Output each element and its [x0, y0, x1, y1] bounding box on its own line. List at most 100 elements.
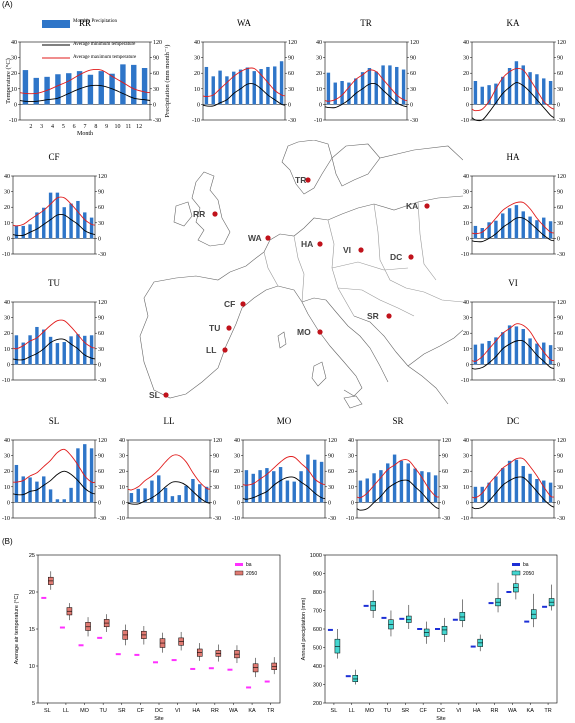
temp-tick-label: 40 — [463, 438, 469, 444]
precip-bar — [507, 460, 512, 503]
tmax-line — [202, 67, 286, 98]
site-label: VI — [343, 245, 351, 255]
precip-tick-label: 90 — [98, 316, 104, 322]
precip-bar — [259, 69, 263, 105]
precip-bar — [521, 211, 525, 239]
temp-tick-label: 20 — [316, 71, 322, 77]
temp-tick-label: -10 — [346, 516, 354, 522]
precip-bar — [420, 471, 424, 503]
precip-bar — [42, 329, 46, 365]
precip-bar — [14, 335, 19, 365]
precip-bar — [487, 85, 491, 105]
site-dot — [317, 329, 323, 335]
precip-tick-label: -30 — [557, 252, 565, 258]
x-tick-label: SL — [331, 708, 338, 714]
map-site-tu: TU — [209, 323, 232, 333]
precip-bar — [299, 471, 303, 503]
precip-bar — [494, 220, 498, 239]
temp-tick-label: -10 — [461, 516, 469, 522]
precip-tick-label: 60 — [442, 469, 448, 475]
box-iqr — [252, 663, 259, 673]
temp-tick-label: -10 — [2, 516, 10, 522]
temp-tick-label: 20 — [463, 331, 469, 337]
climate-chart-mo: MO -10 0 10 20 30 40 -30 0 30 60 90 120 — [232, 416, 337, 522]
x-tick-label: HA — [192, 708, 200, 714]
precip-bar — [386, 463, 390, 503]
temp-tick-label: 0 — [14, 102, 17, 108]
temp-tick-label: 0 — [466, 236, 469, 242]
temp-tick-label: 20 — [4, 331, 10, 337]
temp-tick-label: 40 — [234, 438, 240, 444]
precip-tick-label: 120 — [288, 40, 297, 46]
precip-bar — [251, 473, 255, 503]
temp-tick-label: 20 — [463, 469, 469, 475]
precip-bar — [265, 468, 269, 503]
precip-bar — [487, 482, 491, 503]
precip-bar — [157, 475, 161, 503]
precip-tick-label: 120 — [557, 300, 566, 306]
precip-bar — [354, 78, 358, 105]
tmin-line — [202, 83, 286, 107]
site-label: HA — [301, 239, 313, 249]
precip-tick-label: 60 — [153, 71, 159, 77]
precip-bar — [55, 192, 60, 239]
temp-tick-label: 30 — [4, 454, 10, 460]
precip-bar — [535, 343, 539, 365]
precip-bar — [372, 473, 376, 503]
site-dot — [358, 247, 364, 253]
temp-tick-label: 40 — [4, 300, 10, 306]
box-iqr — [441, 625, 448, 635]
site-dot — [240, 301, 246, 307]
precip-bar — [340, 81, 344, 105]
precip-bar — [521, 65, 525, 105]
temp-tick-label: 20 — [4, 205, 10, 211]
precip-bar — [528, 338, 532, 365]
tmax-line — [19, 68, 151, 95]
precip-tick-label: 0 — [213, 500, 216, 506]
precip-tick-label: 60 — [557, 469, 563, 475]
temp-tick-label: 40 — [119, 438, 125, 444]
chart-frame — [12, 439, 96, 519]
precip-tick-label: 90 — [557, 190, 563, 196]
temp-tick-label: 20 — [119, 469, 125, 475]
temp-tick-label: 10 — [463, 347, 469, 353]
climate-chart-rr: RR -10 0 10 20 30 40 -30 0 30 60 90 120 2 3 4 5 6 7 8 9 10 11 1… — [5, 18, 171, 137]
precip-bar — [406, 463, 410, 503]
x-tick-label: TR — [544, 708, 551, 714]
site-dot — [212, 211, 218, 217]
precip-tick-label: 90 — [410, 56, 416, 62]
precip-bar — [129, 493, 134, 503]
legend-2050-swatch — [234, 570, 244, 576]
precip-tick-label: 120 — [442, 438, 451, 444]
precip-tick-label: 30 — [442, 485, 448, 491]
precip-bar — [292, 481, 296, 503]
month-axis-label: Month — [77, 131, 93, 137]
precip-bar — [244, 470, 249, 503]
y-tick-label: 700 — [313, 609, 322, 615]
temp-tick-label: 40 — [463, 40, 469, 46]
climate-chart-sl: SL -10 0 10 20 30 40 -30 0 30 60 90 120 — [2, 416, 107, 522]
chart-frame — [471, 41, 555, 121]
y-tick-label: 15 — [29, 627, 35, 633]
chart-title: SR — [392, 416, 403, 426]
chart-title: KA — [507, 18, 520, 28]
precip-bar — [413, 468, 417, 503]
y-tick-label: 10 — [29, 664, 35, 670]
precip-tick-label: 60 — [557, 205, 563, 211]
x-tick-label: KA — [248, 708, 256, 714]
precip-tick-label: 90 — [213, 454, 219, 460]
precip-bar — [480, 228, 484, 239]
precip-tick-label: -30 — [98, 378, 106, 384]
month-tick-label: 5 — [62, 124, 65, 130]
precip-tick-label: 120 — [557, 40, 566, 46]
precip-bar — [358, 480, 363, 503]
x-tick-label: WA — [508, 708, 517, 714]
precip-bar — [480, 486, 484, 503]
precip-bar — [395, 66, 399, 105]
precip-bar — [514, 205, 519, 239]
precip-tick-label: 60 — [288, 71, 294, 77]
precip-bar — [535, 74, 539, 105]
legend-baseline-swatch — [235, 563, 243, 566]
precip-tick-label: -30 — [557, 378, 565, 384]
